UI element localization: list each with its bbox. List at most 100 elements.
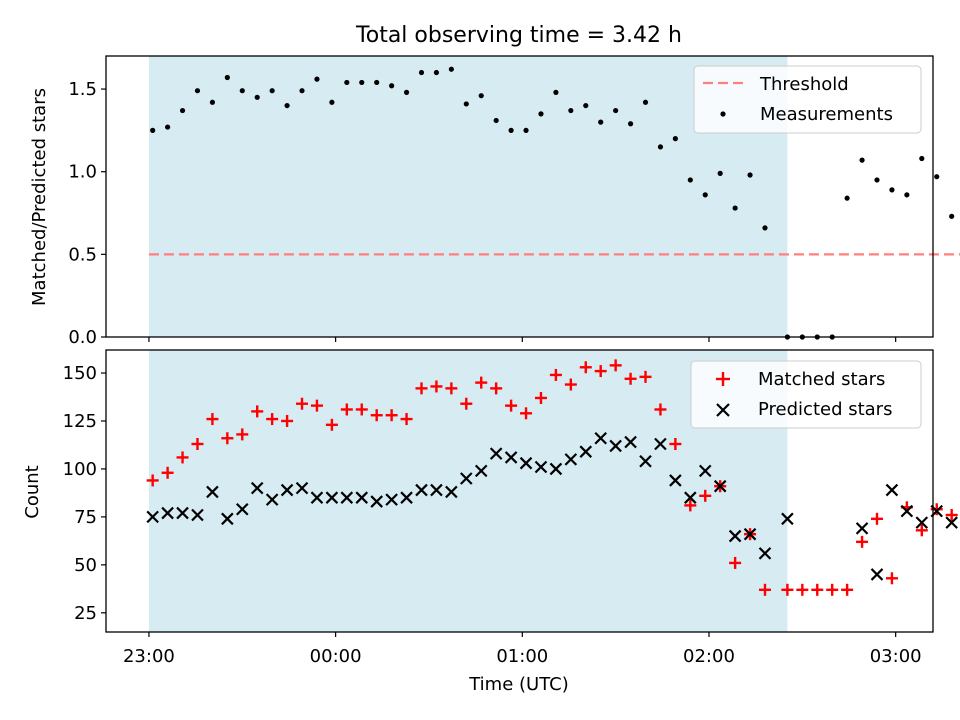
matched-star-point — [490, 382, 503, 395]
predicted-star-point — [885, 483, 899, 497]
predicted-star-point — [639, 454, 652, 468]
predicted-star-point — [549, 462, 563, 476]
measurement-point — [448, 66, 454, 72]
measurement-point — [374, 79, 380, 86]
matched-star-point — [594, 365, 607, 378]
predicted-star-point — [594, 431, 607, 445]
predicted-star-point — [265, 493, 279, 506]
measurement-point — [762, 225, 768, 231]
matched-star-point — [191, 438, 204, 450]
matched-star-point — [841, 583, 854, 596]
measurement-point — [314, 76, 320, 82]
matched-star-point — [549, 368, 562, 381]
predicted-star-point — [325, 491, 339, 504]
top-y-tick-label: 0.5 — [68, 244, 97, 265]
predicted-star-point — [489, 447, 503, 460]
predicted-star-point — [915, 516, 929, 529]
matched-star-point — [340, 403, 353, 416]
predicted-star-point — [250, 481, 264, 495]
measurement-point — [949, 213, 955, 219]
measurement-point — [568, 107, 574, 114]
bottom-y-tick-label: 25 — [74, 603, 97, 624]
predicted-star-point — [945, 516, 958, 529]
predicted-star-point — [400, 491, 413, 504]
legend-threshold-label: Threshold — [759, 74, 849, 95]
predicted-star-point — [221, 512, 234, 526]
measurement-point — [687, 177, 693, 183]
matched-star-point — [624, 372, 637, 385]
predicted-star-point — [310, 491, 324, 504]
measurement-point — [934, 174, 940, 180]
matched-star-point — [505, 399, 518, 412]
bottom-y-tick-label: 100 — [63, 459, 97, 480]
predicted-star-point — [385, 493, 398, 506]
measurement-point — [598, 119, 604, 125]
matched-star-point — [221, 432, 234, 445]
matched-star-point — [639, 370, 652, 383]
matched-star-point — [206, 413, 219, 426]
matched-star-point — [758, 583, 771, 596]
x-tick-label: 23:00 — [123, 646, 175, 667]
predicted-star-point — [280, 483, 294, 497]
top-y-tick-label: 0.0 — [68, 327, 97, 348]
predicted-star-point — [191, 508, 204, 522]
predicted-star-point — [855, 522, 869, 535]
measurement-point — [583, 102, 589, 109]
bottom-y-tick-label: 50 — [74, 555, 97, 576]
predicted-star-point — [713, 479, 727, 493]
measurement-point — [732, 205, 738, 211]
measurement-point — [165, 124, 171, 130]
matched-star-point — [579, 361, 592, 374]
matched-star-point — [281, 414, 294, 427]
measurement-point — [859, 157, 865, 163]
matched-star-point — [310, 399, 323, 412]
measurement-point — [523, 127, 529, 133]
bottom-y-tick-label: 75 — [74, 507, 97, 528]
matched-star-point — [796, 583, 809, 596]
predicted-star-point — [870, 568, 884, 581]
predicted-star-point — [654, 437, 667, 451]
matched-star-point — [564, 378, 577, 391]
measurement-point — [403, 89, 410, 95]
matched-star-point — [654, 403, 667, 416]
top-y-tick-label: 1.5 — [68, 79, 97, 100]
matched-star-point — [415, 382, 428, 395]
x-tick-label: 03:00 — [870, 646, 922, 667]
measurement-point — [874, 177, 880, 183]
top-y-tick-label: 1.0 — [68, 162, 97, 183]
predicted-star-point — [698, 464, 712, 478]
top-legend-box — [693, 65, 922, 134]
matched-star-point — [826, 583, 839, 596]
bottom-y-tick-label: 150 — [63, 363, 97, 384]
measurement-point — [844, 195, 850, 201]
measurement-point — [672, 136, 678, 142]
matched-star-point — [430, 380, 443, 393]
bottom-y-tick-label: 125 — [63, 411, 97, 432]
legend-measurements-label: Measurements — [760, 104, 893, 125]
measurement-point — [657, 144, 664, 150]
measurement-point — [553, 89, 559, 95]
measurement-point — [389, 83, 395, 89]
measurement-point — [627, 121, 634, 127]
top-legend: Threshold Measurements — [693, 65, 922, 134]
measurement-point — [702, 192, 708, 198]
matched-star-point — [870, 512, 883, 525]
measurement-point — [433, 69, 440, 76]
matched-star-point — [236, 428, 249, 441]
measurement-point — [642, 99, 649, 105]
predicted-star-point — [370, 495, 383, 508]
measurement-point — [919, 155, 925, 162]
measurement-point — [299, 88, 305, 94]
predicted-star-point — [758, 547, 772, 560]
predicted-star-point — [564, 453, 578, 466]
matched-star-point — [534, 391, 547, 404]
bottom-marks — [146, 359, 958, 596]
matched-star-point — [325, 418, 338, 431]
measurement-point — [359, 79, 365, 86]
matched-star-point — [385, 409, 398, 422]
measurement-point — [179, 107, 186, 114]
matched-star-point — [811, 583, 824, 596]
legend-measurements-swatch — [720, 111, 726, 117]
